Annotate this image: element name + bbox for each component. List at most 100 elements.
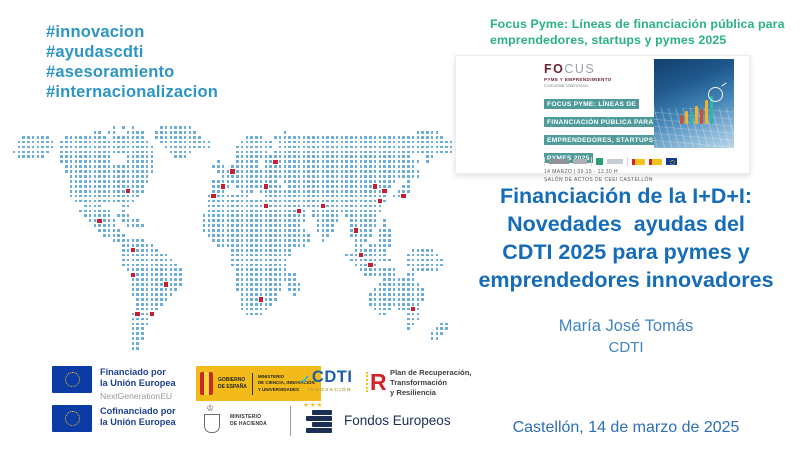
map-dot	[126, 194, 130, 198]
map-dot	[316, 209, 320, 213]
map-dot	[345, 189, 348, 193]
map-dot	[331, 150, 334, 154]
map-dot	[103, 189, 106, 193]
map-dot	[141, 263, 144, 267]
partner-logo	[632, 158, 645, 165]
map-dot	[354, 180, 358, 183]
map-dot	[388, 293, 391, 296]
map-dot	[122, 135, 125, 139]
map-dot	[169, 288, 173, 291]
map-dot	[345, 140, 348, 144]
map-dot	[131, 243, 135, 247]
map-dot	[331, 214, 334, 218]
map-dot	[240, 297, 244, 301]
map-dot	[259, 278, 263, 281]
map-dot	[350, 219, 353, 223]
map-dot	[302, 219, 306, 223]
map-dot	[259, 135, 263, 139]
map-dot	[145, 293, 149, 296]
map-dot	[231, 243, 234, 247]
map-dot	[255, 307, 258, 311]
map-dot	[141, 322, 144, 326]
map-dot	[221, 180, 225, 183]
map-dot	[141, 273, 144, 277]
map-dot	[255, 273, 258, 277]
map-dot	[407, 322, 410, 326]
map-dot	[293, 234, 296, 237]
map-dot	[430, 150, 434, 154]
map-dot	[259, 219, 263, 223]
map-dot	[169, 263, 173, 267]
map-office-marker	[230, 169, 235, 174]
slide-title-line: CDTI 2025 para pymes y	[502, 239, 750, 264]
map-office-marker	[358, 252, 364, 258]
map-dot	[126, 145, 130, 149]
map-dot	[293, 219, 296, 223]
map-dot	[312, 180, 315, 183]
map-dot	[240, 258, 244, 262]
map-dot	[369, 273, 372, 277]
map-dot	[259, 239, 263, 242]
map-dot	[226, 214, 230, 218]
map-dot	[112, 145, 116, 149]
map-dot	[212, 219, 215, 223]
map-dot	[188, 130, 192, 134]
map-dot	[264, 258, 268, 262]
gobierno-line1: GOBIERNO	[218, 377, 246, 383]
map-dot	[283, 189, 287, 193]
map-dot	[326, 224, 329, 227]
map-dot	[274, 253, 277, 257]
map-dot	[326, 160, 329, 164]
map-dot	[136, 278, 139, 281]
map-dot	[326, 184, 329, 188]
map-dot	[416, 130, 420, 134]
map-dot	[293, 278, 296, 281]
map-dot	[411, 140, 415, 144]
map-dot	[117, 199, 120, 203]
map-dot	[141, 248, 144, 252]
map-dot	[141, 327, 144, 331]
map-dot	[350, 209, 353, 213]
map-dot	[74, 189, 78, 193]
map-dot	[388, 160, 391, 164]
map-dot	[312, 140, 315, 144]
map-dot	[340, 180, 344, 183]
map-dot	[46, 140, 49, 144]
map-dot	[179, 145, 182, 149]
map-dot	[259, 170, 263, 173]
eu-flag-icon	[52, 366, 92, 393]
map-dot	[274, 268, 277, 272]
map-dot	[383, 165, 386, 168]
eu-funded-logo: Financiado por la Unión Europea NextGene…	[52, 366, 176, 401]
map-dot	[283, 209, 287, 213]
map-dot	[397, 302, 401, 306]
map-dot	[88, 155, 92, 159]
map-dot	[150, 170, 154, 173]
map-dot	[288, 170, 291, 173]
map-dot	[402, 150, 405, 154]
map-dot	[207, 140, 211, 144]
map-dot	[164, 135, 168, 139]
map-dot	[250, 293, 253, 296]
map-dot	[269, 248, 272, 252]
map-dot	[312, 204, 315, 208]
map-dot	[69, 165, 73, 168]
map-dot	[350, 204, 353, 208]
map-dot	[131, 145, 135, 149]
map-dot	[79, 140, 82, 144]
map-dot	[354, 170, 358, 173]
map-dot	[335, 140, 339, 144]
map-dot	[378, 268, 382, 272]
map-dot	[331, 219, 334, 223]
map-dot	[236, 258, 239, 262]
map-dot	[264, 229, 268, 232]
map-dot	[179, 130, 182, 134]
map-dot	[283, 263, 287, 267]
map-dot	[383, 243, 386, 247]
map-dot	[164, 145, 168, 149]
map-dot	[212, 234, 215, 237]
map-dot	[155, 258, 158, 262]
map-dot	[350, 180, 353, 183]
map-dot	[131, 160, 135, 164]
map-dot	[416, 170, 420, 173]
